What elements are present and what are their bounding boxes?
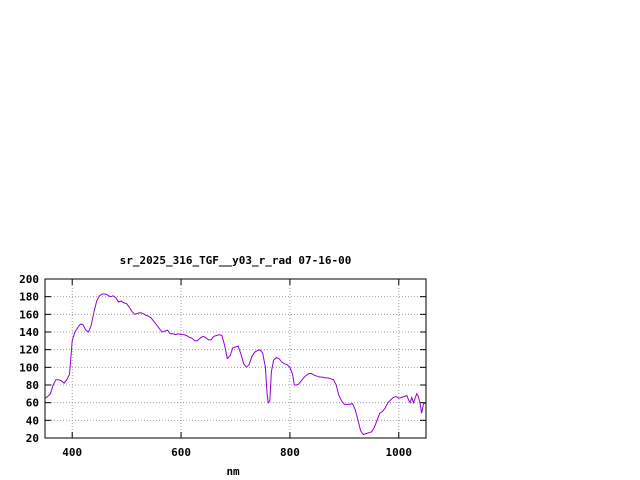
y-tick-label: 120 xyxy=(19,344,39,357)
y-axis-ticks: 20 40 60 80 100 120 140 160 180 200 xyxy=(19,273,426,445)
x-tick-label: 600 xyxy=(171,446,191,459)
y-tick-label: 180 xyxy=(19,291,39,304)
y-tick-label: 40 xyxy=(26,414,39,427)
y-tick-label: 60 xyxy=(26,397,39,410)
x-axis-ticks: 400 600 800 1000 xyxy=(62,279,412,459)
y-tick-label: 160 xyxy=(19,308,39,321)
data-line xyxy=(44,293,427,436)
y-tick-label: 100 xyxy=(19,361,39,374)
x-tick-label: 1000 xyxy=(386,446,413,459)
grid xyxy=(45,279,426,438)
x-tick-label: 800 xyxy=(280,446,300,459)
x-tick-label: 400 xyxy=(62,446,82,459)
plot-frame xyxy=(44,278,427,439)
y-tick-label: 140 xyxy=(19,326,39,339)
chart-title: sr_2025_316_TGF__y03_r_rad 07-16-00 xyxy=(120,254,352,267)
y-tick-label: 80 xyxy=(26,379,39,392)
y-tick-label: 200 xyxy=(19,273,39,286)
y-tick-label: 20 xyxy=(26,432,39,445)
x-axis-label: nm xyxy=(226,465,240,478)
axes xyxy=(44,278,427,439)
